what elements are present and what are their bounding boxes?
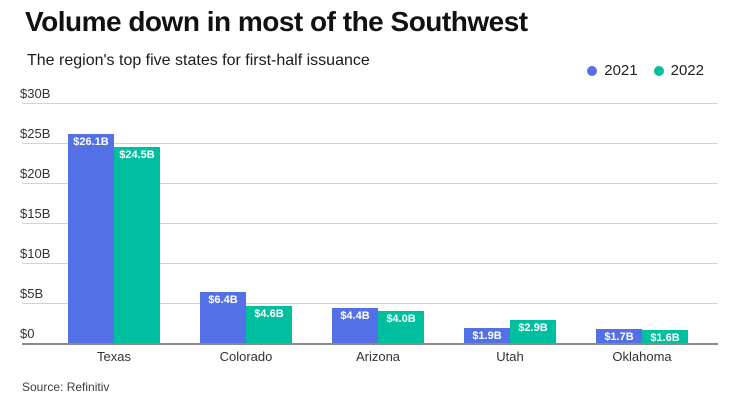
y-tick-label-25: $25B xyxy=(20,126,51,141)
bar-value-label: $4.6B xyxy=(254,308,284,320)
bar-value-label: $1.9B xyxy=(472,330,502,342)
bar-2022-texas[interactable]: $24.5B xyxy=(114,147,160,343)
x-tick-label-arizona: Arizona xyxy=(355,349,401,364)
x-tick-label-texas: Texas xyxy=(97,349,131,364)
legend-item-2022[interactable]: 2022 xyxy=(653,62,704,79)
x-tick-label-utah: Utah xyxy=(496,349,524,364)
bar-2021-texas[interactable]: $26.1B xyxy=(68,134,114,343)
gridline-10 xyxy=(22,263,718,264)
y-tick-label-10: $10B xyxy=(20,246,51,261)
bar-2021-arizona[interactable]: $4.4B xyxy=(332,308,378,343)
y-tick-label-0: $0 xyxy=(20,326,35,341)
legend-dot-icon xyxy=(653,65,664,76)
bar-value-label: $24.5B xyxy=(119,149,155,161)
x-tick-label-oklahoma: Oklahoma xyxy=(612,349,672,364)
bar-2021-colorado[interactable]: $6.4B xyxy=(200,292,246,343)
gridline-5 xyxy=(22,303,718,304)
bar-2022-colorado[interactable]: $4.6B xyxy=(246,306,292,343)
gridline-15 xyxy=(22,223,718,224)
y-tick-label-5: $5B xyxy=(20,286,44,301)
bar-2022-arizona[interactable]: $4.0B xyxy=(378,311,424,343)
bar-2021-utah[interactable]: $1.9B xyxy=(464,328,510,343)
bar-value-label: $1.6B xyxy=(650,332,680,344)
x-axis-baseline xyxy=(22,343,718,345)
bar-value-label: $4.4B xyxy=(340,310,370,322)
x-tick-label-colorado: Colorado xyxy=(219,349,273,364)
chart-title: Volume down in most of the Southwest xyxy=(25,6,528,37)
gridline-30 xyxy=(22,103,718,104)
legend-item-2021[interactable]: 2021 xyxy=(587,62,638,79)
legend-dot-icon xyxy=(587,65,598,76)
legend-label: 2021 xyxy=(604,62,638,79)
chart-subtitle: The region's top five states for first-h… xyxy=(27,52,370,69)
gridline-25 xyxy=(22,143,718,144)
bar-value-label: $4.0B xyxy=(386,313,416,325)
bar-value-label: $6.4B xyxy=(208,294,238,306)
legend: 2021 2022 xyxy=(587,62,704,79)
gridline-20 xyxy=(22,183,718,184)
legend-label: 2022 xyxy=(670,62,704,79)
bar-value-label: $2.9B xyxy=(518,322,548,334)
bar-2021-oklahoma[interactable]: $1.7B xyxy=(596,329,642,343)
bar-2022-utah[interactable]: $2.9B xyxy=(510,320,556,343)
source-attribution: Source: Refinitiv xyxy=(22,380,110,394)
y-tick-label-20: $20B xyxy=(20,166,51,181)
y-tick-label-30: $30B xyxy=(20,86,51,101)
y-tick-label-15: $15B xyxy=(20,206,51,221)
bar-value-label: $26.1B xyxy=(73,136,109,148)
bar-2022-oklahoma[interactable]: $1.6B xyxy=(642,330,688,344)
bar-value-label: $1.7B xyxy=(604,331,634,343)
